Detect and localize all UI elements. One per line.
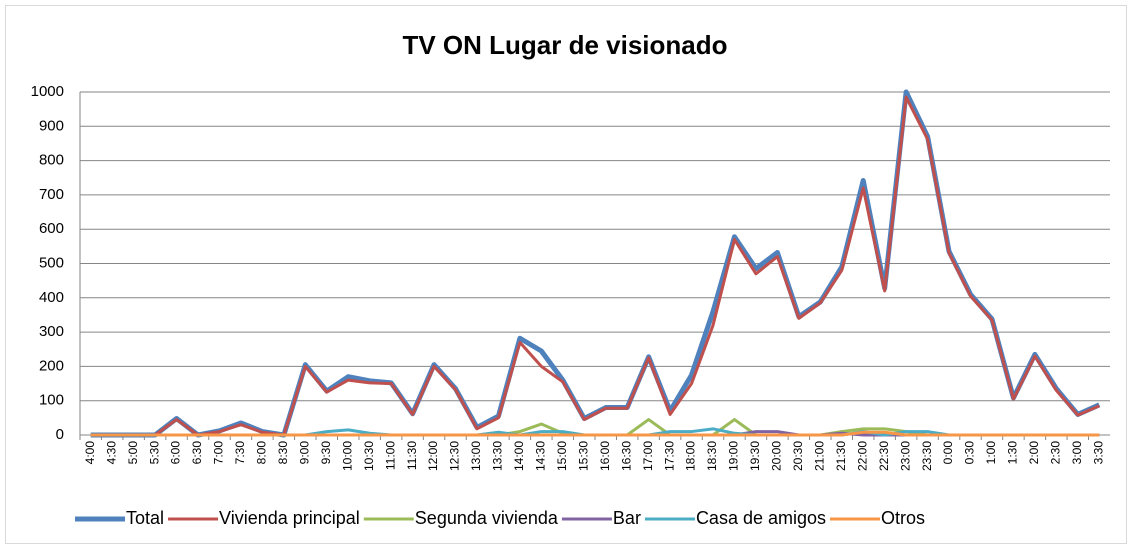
x-tick-label: 14:30 — [534, 441, 548, 471]
x-tick-label: 15:30 — [576, 441, 590, 471]
chart-title: TV ON Lugar de visionado — [402, 30, 727, 60]
x-tick-label: 2:30 — [1049, 441, 1063, 465]
x-tick-label: 19:00 — [727, 441, 741, 471]
x-tick-label: 12:30 — [448, 441, 462, 471]
x-tick-label: 10:30 — [362, 441, 376, 471]
x-tick-label: 23:00 — [898, 441, 912, 471]
x-tick-label: 20:00 — [770, 441, 784, 471]
x-tick-label: 21:30 — [834, 441, 848, 471]
y-tick-label: 800 — [39, 152, 64, 169]
x-tick-label: 15:00 — [555, 441, 569, 471]
x-tick-label: 8:30 — [276, 441, 290, 465]
x-tick-label: 1:30 — [1006, 441, 1020, 465]
x-tick-label: 14:00 — [512, 441, 526, 471]
x-tick-label: 9:00 — [297, 441, 311, 465]
x-tick-label: 6:30 — [190, 441, 204, 465]
x-tick-label: 23:30 — [920, 441, 934, 471]
x-tick-label: 1:00 — [984, 441, 998, 465]
legend-label: Total — [126, 508, 164, 528]
x-tick-label: 19:30 — [748, 441, 762, 471]
legend-label: Segunda vivienda — [415, 508, 559, 528]
x-tick-label: 20:30 — [791, 441, 805, 471]
x-tick-label: 13:30 — [491, 441, 505, 471]
legend-label: Vivienda principal — [219, 508, 360, 528]
chart-frame — [5, 5, 1127, 544]
y-tick-label: 600 — [39, 220, 64, 237]
x-tick-label: 3:30 — [1091, 441, 1105, 465]
x-tick-label: 3:00 — [1070, 441, 1084, 465]
x-tick-label: 9:30 — [319, 441, 333, 465]
x-tick-label: 22:30 — [877, 441, 891, 471]
x-tick-label: 10:00 — [340, 441, 354, 471]
x-tick-label: 5:00 — [126, 441, 140, 465]
legend-label: Bar — [613, 508, 641, 528]
y-tick-label: 400 — [39, 289, 64, 306]
x-tick-label: 2:00 — [1027, 441, 1041, 465]
x-tick-label: 18:30 — [705, 441, 719, 471]
y-tick-label: 900 — [39, 117, 64, 134]
x-tick-label: 13:00 — [469, 441, 483, 471]
x-tick-label: 22:00 — [855, 441, 869, 471]
x-tick-label: 21:00 — [812, 441, 826, 471]
series-line — [90, 430, 1100, 437]
x-tick-label: 11:00 — [383, 441, 397, 470]
y-tick-label: 500 — [39, 254, 64, 271]
x-tick-label: 0:00 — [941, 441, 955, 465]
legend-label: Casa de amigos — [696, 508, 826, 528]
y-tick-label: 100 — [39, 392, 64, 409]
x-tick-label: 16:00 — [598, 441, 612, 471]
series-line — [90, 95, 1100, 437]
x-tick-label: 7:00 — [212, 441, 226, 465]
x-tick-label: 16:30 — [619, 441, 633, 471]
x-tick-label: 5:30 — [147, 441, 161, 465]
x-tick-label: 12:00 — [426, 441, 440, 471]
x-tick-label: 0:30 — [963, 441, 977, 465]
y-tick-label: 200 — [39, 357, 64, 374]
x-tick-label: 17:00 — [641, 441, 655, 471]
y-tick-label: 1000 — [31, 83, 64, 100]
x-tick-label: 8:00 — [255, 441, 269, 465]
x-tick-label: 7:30 — [233, 441, 247, 465]
y-tick-label: 700 — [39, 186, 64, 203]
x-tick-label: 4:30 — [104, 441, 118, 465]
x-tick-label: 4:00 — [83, 441, 97, 465]
legend-label: Otros — [881, 508, 925, 528]
x-tick-label: 17:30 — [662, 441, 676, 471]
x-tick-label: 6:00 — [169, 441, 183, 465]
y-tick-label: 0 — [56, 426, 64, 443]
y-tick-label: 300 — [39, 323, 64, 340]
x-tick-label: 11:30 — [405, 441, 419, 470]
x-tick-label: 18:00 — [684, 441, 698, 471]
